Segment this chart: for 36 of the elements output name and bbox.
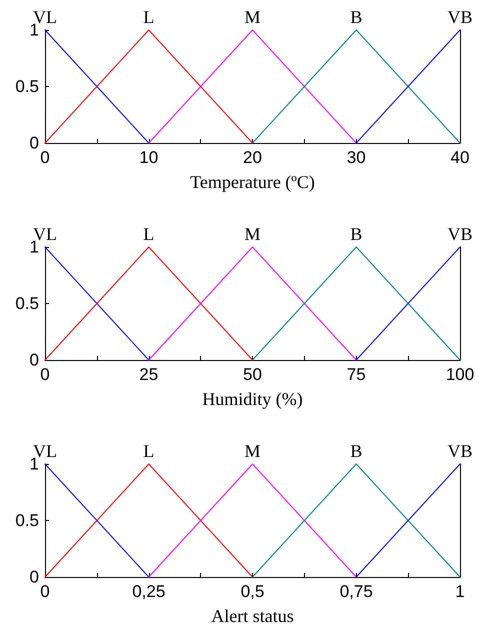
y-tick-label: 0.5 (15, 294, 39, 313)
series-label: M (244, 441, 261, 461)
series-label: B (350, 441, 362, 461)
x-axis-title: Humidity (%) (202, 389, 303, 409)
series-label: VB (447, 224, 473, 244)
x-tick-label: 0,5 (240, 582, 264, 601)
y-tick-label: 1 (30, 454, 39, 474)
y-tick-label: 0 (30, 350, 39, 370)
y-tick-label: 0.5 (15, 77, 39, 96)
x-tick-label: 100 (446, 365, 474, 384)
x-tick-label: 10 (139, 148, 158, 167)
y-tick-label: 0 (30, 568, 39, 586)
series-label: VB (447, 441, 473, 461)
series-label: B (350, 7, 362, 27)
series-label: M (244, 224, 261, 244)
series-label: L (143, 7, 154, 27)
x-tick-label: 25 (139, 365, 158, 384)
x-tick-label: 20 (243, 148, 262, 167)
y-tick-label: 1 (30, 238, 39, 256)
x-tick-label: 30 (346, 148, 366, 167)
x-axis-title: Alert status (211, 606, 294, 626)
series-label: B (350, 224, 362, 244)
x-axis-title: Temperature (ºC) (190, 172, 315, 192)
x-tick-label: 0,25 (132, 582, 166, 601)
series-label: VB (447, 7, 473, 27)
x-tick-label: 75 (346, 365, 366, 384)
y-tick-label: 0 (30, 134, 39, 152)
series-label: L (143, 441, 154, 461)
x-tick-label: 40 (450, 148, 470, 167)
x-tick-label: 1 (455, 582, 465, 601)
y-tick-label: 0.5 (15, 511, 39, 530)
series-label: L (143, 224, 154, 244)
y-tick-label: 1 (30, 20, 39, 40)
series-label: M (244, 7, 261, 27)
x-tick-label: 50 (243, 365, 262, 384)
x-tick-label: 0,75 (340, 582, 373, 601)
